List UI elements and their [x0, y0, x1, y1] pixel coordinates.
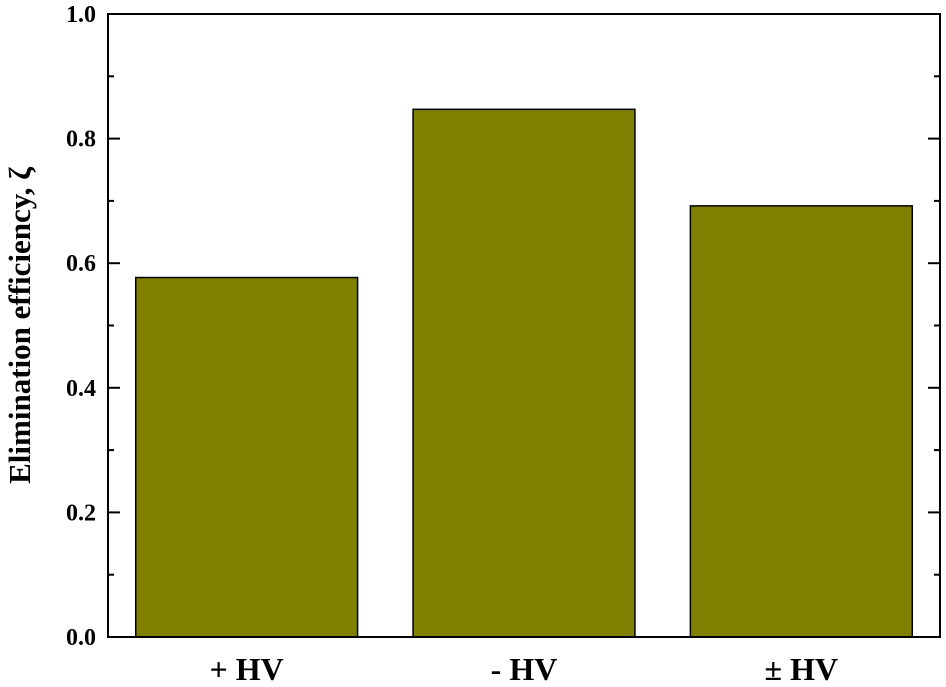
y-tick-label: 0.0 — [66, 625, 96, 651]
x-tick-label: - HV — [491, 651, 558, 687]
bars-group — [134, 108, 914, 638]
x-tick-label: + HV — [210, 651, 284, 687]
bar-1 — [412, 108, 636, 638]
y-tick-label: 0.6 — [66, 251, 96, 277]
y-axis-title: Elimination efficiency, ζ — [2, 166, 37, 484]
y-tick-label: 0.8 — [66, 127, 96, 153]
x-axis: + HV - HV ± HV — [210, 651, 839, 687]
bar-2 — [689, 205, 914, 638]
y-axis: 0.0 0.2 0.4 0.6 0.8 1.0 — [66, 2, 940, 651]
y-tick-label: 1.0 — [66, 2, 96, 28]
y-tick-label: 0.2 — [66, 500, 96, 526]
bar-0 — [134, 276, 359, 638]
x-tick-label: ± HV — [765, 651, 839, 687]
y-tick-label: 0.4 — [66, 376, 96, 402]
